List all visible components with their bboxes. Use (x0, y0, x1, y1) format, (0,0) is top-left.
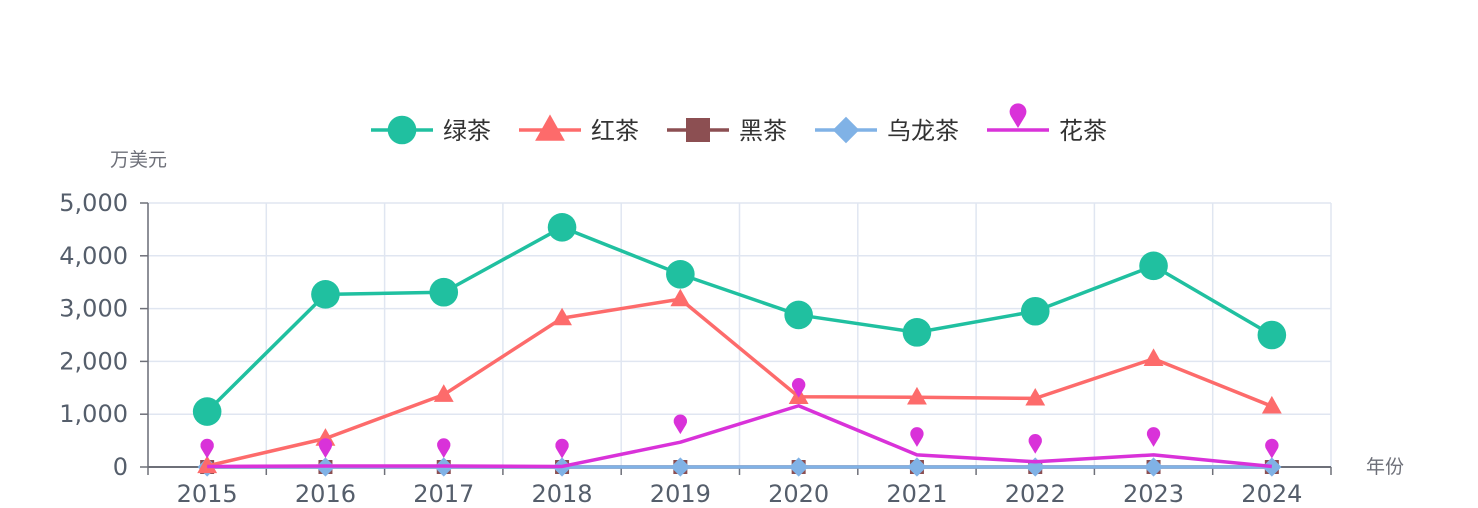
x-axis-label: 年份 (1366, 456, 1404, 478)
data-point (666, 259, 695, 289)
legend-item[interactable]: 花茶 (987, 103, 1107, 145)
x-tick-label: 2022 (1005, 480, 1066, 508)
x-tick-label: 2023 (1123, 480, 1184, 508)
data-point (673, 414, 688, 435)
series-1 (192, 212, 1287, 426)
legend-label: 乌龙茶 (887, 117, 959, 145)
data-point (1262, 457, 1282, 477)
chart-legend[interactable]: 绿茶 红茶 黑茶 乌龙茶 花茶 (371, 103, 1107, 145)
data-point (910, 427, 924, 447)
x-tick-label: 2019 (650, 480, 711, 508)
y-tick-label: 2,000 (59, 347, 128, 375)
data-point (1257, 320, 1287, 350)
legend-marker (535, 114, 565, 141)
x-tick-label: 2015 (177, 480, 238, 508)
data-point (197, 455, 218, 474)
data-point (791, 378, 806, 398)
x-tick-label: 2017 (413, 480, 474, 508)
data-point (1143, 457, 1164, 477)
legend-label: 红茶 (591, 117, 639, 145)
legend-label: 黑茶 (739, 117, 787, 145)
legend-marker (832, 116, 860, 144)
legend-item[interactable]: 绿茶 (371, 115, 491, 145)
legend-item[interactable]: 黑茶 (667, 117, 787, 145)
data-point (552, 307, 572, 326)
data-point (1028, 434, 1042, 454)
data-point (1143, 348, 1164, 366)
data-point (318, 438, 333, 458)
y-tick-label: 4,000 (59, 242, 128, 270)
data-point (1146, 427, 1161, 447)
x-tick-label: 2020 (768, 480, 829, 508)
series-5 (200, 378, 1279, 469)
data-point (192, 397, 222, 426)
data-point (555, 438, 569, 459)
data-point (311, 280, 340, 309)
x-tick-label: 2016 (295, 480, 356, 508)
data-point (784, 300, 813, 330)
data-point (1261, 395, 1282, 414)
data-point (1139, 251, 1168, 281)
legend-item[interactable]: 红茶 (519, 114, 639, 145)
series-2 (197, 288, 1282, 474)
data-point (200, 438, 214, 459)
data-point (1025, 457, 1045, 477)
data-point (670, 288, 691, 307)
legend-label: 花茶 (1059, 117, 1107, 145)
data-point (902, 318, 932, 347)
data-point (907, 457, 927, 477)
x-tick-label: 2024 (1241, 480, 1302, 508)
data-point (670, 457, 690, 477)
series-line (206, 297, 1273, 468)
x-tick-label: 2021 (886, 480, 947, 508)
series-line (207, 404, 1273, 469)
data-point (1025, 387, 1046, 406)
y-tick-label: 0 (113, 453, 128, 481)
legend-marker (387, 115, 417, 145)
y-axis-label: 万美元 (110, 149, 167, 171)
legend-item[interactable]: 乌龙茶 (815, 116, 959, 145)
data-point (1265, 438, 1279, 459)
legend-marker (686, 118, 710, 142)
legend-label: 绿茶 (443, 117, 491, 145)
data-point (433, 384, 454, 402)
y-tick-label: 3,000 (59, 295, 128, 323)
data-point (547, 212, 577, 242)
legend-marker (1009, 103, 1027, 128)
data-point (789, 457, 809, 477)
y-tick-label: 5,000 (59, 189, 128, 217)
axes: 0 1,000 2,000 3,000 4,000 5,000 2015 2016 2017 20… (59, 189, 1332, 508)
x-tick-label: 2018 (532, 480, 593, 508)
series-line (205, 225, 1273, 413)
data-point (429, 277, 459, 307)
series-layer (192, 212, 1287, 477)
data-point (907, 386, 927, 405)
data-point (1020, 296, 1050, 326)
data-point (437, 438, 451, 458)
y-tick-label: 1,000 (59, 400, 128, 428)
